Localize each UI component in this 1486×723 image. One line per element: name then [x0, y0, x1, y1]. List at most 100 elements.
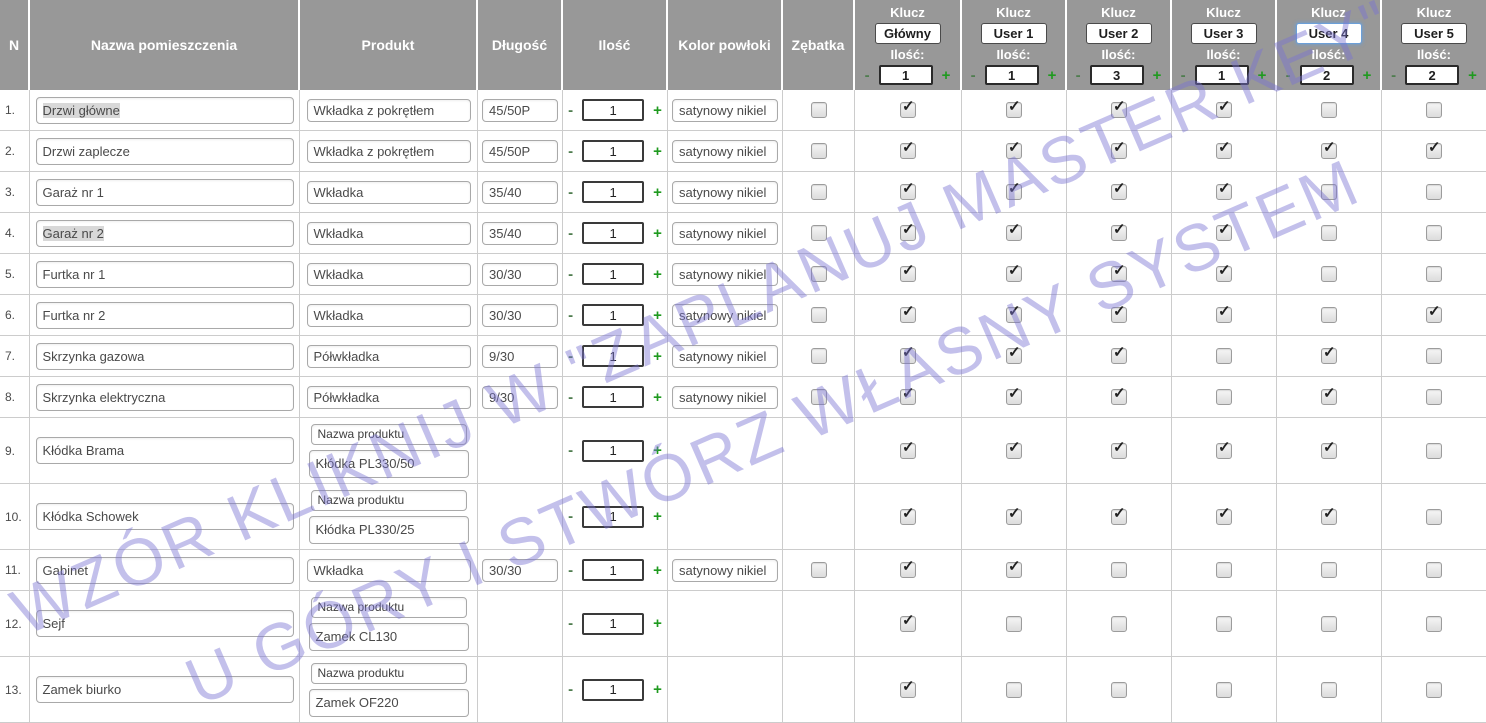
key-checkbox[interactable]	[1321, 266, 1337, 282]
key-checkbox[interactable]	[1426, 681, 1442, 698]
decrement-button[interactable]: -	[568, 508, 574, 525]
key-checkbox[interactable]	[1216, 681, 1232, 698]
key-checkbox[interactable]	[1216, 222, 1232, 241]
key-name-input[interactable]: User 2	[1085, 23, 1152, 44]
key-checkbox[interactable]	[900, 263, 916, 282]
key-checkbox[interactable]	[1006, 440, 1022, 459]
key-checkbox[interactable]	[1216, 506, 1232, 525]
decrement-button[interactable]: -	[1391, 66, 1397, 84]
room-name-input[interactable]: Skrzynka elektryczna	[35, 383, 294, 411]
decrement-button[interactable]: -	[568, 615, 574, 632]
gear-checkbox[interactable]	[810, 266, 827, 282]
gear-checkbox[interactable]	[810, 389, 827, 405]
room-name-input[interactable]: Kłódka Brama	[35, 437, 294, 464]
product-input[interactable]: Wkładka	[306, 180, 471, 204]
key-checkbox[interactable]	[900, 304, 916, 323]
key-checkbox[interactable]	[1111, 615, 1127, 632]
quantity-input[interactable]: 1	[582, 304, 645, 326]
key-checkbox[interactable]	[900, 140, 916, 159]
key-checkbox[interactable]	[1321, 184, 1337, 200]
increment-button[interactable]: +	[1152, 66, 1162, 84]
decrement-button[interactable]: -	[568, 347, 574, 365]
key-checkbox[interactable]	[1111, 181, 1127, 200]
gear-checkbox[interactable]	[810, 225, 827, 241]
room-name-input[interactable]: Gabinet	[35, 556, 294, 584]
increment-button[interactable]: +	[941, 66, 951, 84]
increment-button[interactable]: +	[653, 508, 662, 525]
increment-button[interactable]: +	[653, 306, 662, 324]
product-input[interactable]: Wkładka z pokrętłem	[306, 139, 471, 163]
length-input[interactable]: 9/30	[482, 385, 558, 409]
key-checkbox[interactable]	[900, 679, 916, 698]
key-checkbox[interactable]	[1111, 386, 1127, 405]
product-name-input[interactable]: Kłódka PL330/50	[308, 449, 469, 478]
key-checkbox[interactable]	[1321, 307, 1337, 323]
increment-button[interactable]: +	[1047, 66, 1057, 84]
increment-button[interactable]: +	[653, 615, 662, 632]
key-checkbox[interactable]	[1216, 615, 1232, 632]
increment-button[interactable]: +	[653, 681, 662, 698]
key-checkbox[interactable]	[1321, 140, 1337, 159]
decrement-button[interactable]: -	[1180, 66, 1186, 84]
room-name-input[interactable]: Kłódka Schowek	[35, 503, 294, 530]
key-checkbox[interactable]	[1426, 348, 1442, 364]
length-input[interactable]: 45/50P	[482, 98, 558, 122]
key-checkbox[interactable]	[1426, 508, 1442, 525]
product-name-select[interactable]: Nazwa produktu	[310, 662, 467, 684]
key-checkbox[interactable]	[1111, 562, 1127, 578]
quantity-input[interactable]: 1	[582, 559, 645, 581]
decrement-button[interactable]: -	[1285, 66, 1291, 84]
key-checkbox[interactable]	[1006, 181, 1022, 200]
coating-color-input[interactable]: satynowy nikiel	[672, 139, 778, 163]
key-checkbox[interactable]	[1216, 389, 1232, 405]
decrement-button[interactable]: -	[568, 681, 574, 698]
increment-button[interactable]: +	[653, 183, 662, 201]
gear-checkbox[interactable]	[810, 348, 827, 364]
length-input[interactable]: 30/30	[482, 262, 558, 286]
key-checkbox[interactable]	[1321, 386, 1337, 405]
key-checkbox[interactable]	[1321, 440, 1337, 459]
decrement-button[interactable]: -	[568, 442, 574, 459]
key-checkbox[interactable]	[1111, 440, 1127, 459]
key-checkbox[interactable]	[1006, 506, 1022, 525]
gear-checkbox[interactable]	[810, 184, 827, 200]
key-checkbox[interactable]	[1006, 559, 1022, 578]
key-checkbox[interactable]	[1216, 348, 1232, 364]
key-checkbox[interactable]	[1426, 184, 1442, 200]
length-input[interactable]: 45/50P	[482, 139, 558, 163]
coating-color-input[interactable]: satynowy nikiel	[672, 180, 778, 204]
increment-button[interactable]: +	[653, 224, 662, 242]
coating-color-input[interactable]: satynowy nikiel	[672, 262, 778, 286]
decrement-button[interactable]: -	[568, 142, 574, 160]
quantity-input[interactable]: 1	[582, 263, 645, 285]
key-name-input[interactable]: Główny	[874, 23, 941, 44]
key-checkbox[interactable]	[1006, 263, 1022, 282]
key-checkbox[interactable]	[900, 613, 916, 632]
key-checkbox[interactable]	[1426, 225, 1442, 241]
product-input[interactable]: Wkładka	[306, 262, 471, 286]
room-name-input[interactable]: Furtka nr 2	[35, 301, 294, 329]
key-checkbox[interactable]	[1111, 99, 1127, 118]
quantity-input[interactable]: 1	[582, 222, 645, 244]
increment-button[interactable]: +	[653, 265, 662, 283]
gear-checkbox[interactable]	[810, 143, 827, 159]
quantity-input[interactable]: 1	[1194, 65, 1249, 85]
room-name-input[interactable]: Garaż nr 1	[35, 178, 294, 206]
key-checkbox[interactable]	[900, 440, 916, 459]
room-name-input[interactable]: Garaż nr 2	[35, 219, 294, 247]
key-checkbox[interactable]	[1321, 681, 1337, 698]
increment-button[interactable]: +	[653, 388, 662, 406]
product-name-select[interactable]: Nazwa produktu	[310, 423, 467, 445]
key-checkbox[interactable]	[1216, 263, 1232, 282]
quantity-input[interactable]: 1	[984, 65, 1039, 85]
key-checkbox[interactable]	[1426, 615, 1442, 632]
key-name-input[interactable]: User 1	[980, 23, 1047, 44]
key-checkbox[interactable]	[1006, 345, 1022, 364]
quantity-input[interactable]: 2	[1405, 65, 1460, 85]
quantity-input[interactable]: 1	[582, 345, 645, 367]
quantity-input[interactable]: 1	[582, 612, 645, 635]
coating-color-input[interactable]: satynowy nikiel	[672, 303, 778, 327]
quantity-input[interactable]: 1	[582, 140, 645, 162]
quantity-input[interactable]: 1	[582, 181, 645, 203]
increment-button[interactable]: +	[653, 442, 662, 459]
